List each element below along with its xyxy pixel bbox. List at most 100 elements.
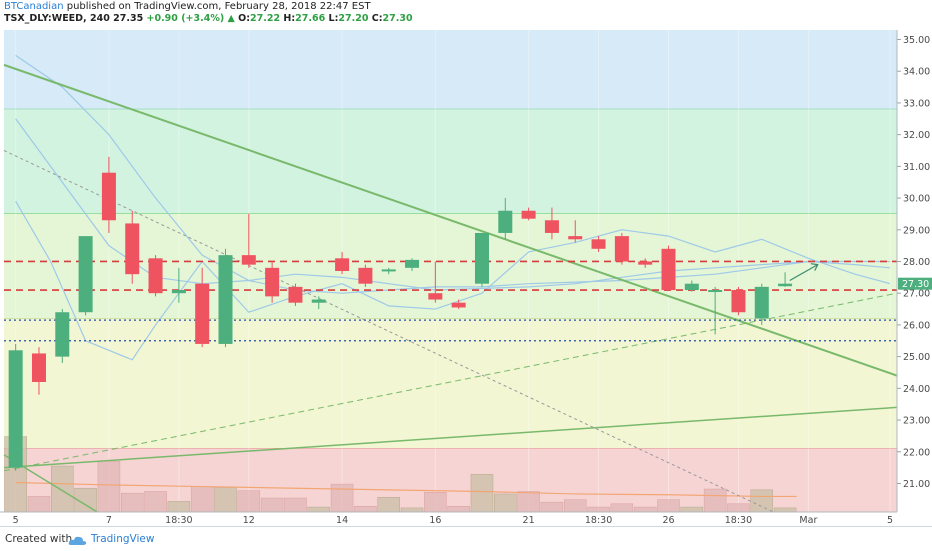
- x-tick-label-11: 5: [887, 515, 893, 526]
- x-tick-label-9: 18:30: [725, 515, 752, 526]
- candle-body-28: [661, 248, 676, 291]
- y-tick-label-6: 27.00: [903, 289, 930, 300]
- volume-bar-4: [97, 460, 121, 513]
- volume-bar-6: [144, 491, 167, 513]
- candle-body-23: [544, 220, 559, 233]
- current-price-label: 27.30: [902, 279, 929, 290]
- y-tick-label-9: 30.00: [903, 194, 930, 205]
- low-label: L:: [328, 13, 339, 24]
- candle-body-25: [591, 239, 606, 249]
- x-tick-label-10: Mar: [799, 515, 817, 526]
- close-value: 27.30: [382, 13, 413, 24]
- volume-bar-33: [773, 507, 797, 513]
- trend-line-1: [3, 406, 898, 469]
- price-chart[interactable]: 21.00 22.00 23.00 24.00 25.00 26.00 27.00 28.00…: [0, 30, 932, 526]
- volume-bar-25: [587, 506, 610, 513]
- x-tick-label-7: 18:30: [585, 515, 612, 526]
- candle-body-19: [451, 302, 466, 308]
- volume-bar-18: [424, 492, 447, 513]
- x-axis-panel: [0, 512, 932, 526]
- moving-average-1: [15, 118, 891, 291]
- candle-body-0: [8, 350, 23, 468]
- candle-body-21: [498, 210, 513, 233]
- candle-body-20: [474, 232, 489, 284]
- candle-body-11: [265, 267, 280, 297]
- volume-bar-12: [284, 497, 307, 513]
- volume-bar-27: [633, 506, 657, 513]
- y-tick-label-3: 24.00: [903, 384, 930, 395]
- volume-bar-28: [657, 499, 680, 513]
- x-tick-label-5: 16: [429, 515, 441, 526]
- volume-bar-8: [190, 486, 214, 513]
- candle-body-29: [684, 283, 699, 291]
- candle-body-33: [778, 283, 793, 287]
- candle-body-9: [218, 255, 233, 344]
- zone-band-1: [4, 109, 897, 214]
- volume-bar-24: [563, 499, 587, 513]
- x-tick-label-4: 14: [336, 515, 348, 526]
- volume-bar-20: [470, 474, 494, 513]
- volume-bar-1: [27, 496, 51, 513]
- high-label: H:: [283, 13, 296, 24]
- author-link[interactable]: BTCanadian: [4, 1, 64, 12]
- close-label: C:: [371, 13, 383, 24]
- moving-average-2: [15, 200, 891, 361]
- high-value: 27.66: [295, 13, 326, 24]
- low-value: 27.20: [338, 13, 369, 24]
- x-tick-label-6: 21: [523, 515, 535, 526]
- footer-bar: Created with TradingView: [0, 526, 932, 551]
- candle-body-17: [405, 259, 420, 268]
- volume-bar-21: [494, 493, 517, 513]
- candle-body-8: [195, 283, 210, 344]
- candle-body-3: [78, 236, 93, 313]
- zone-band-0: [4, 30, 897, 110]
- y-tick-label-0: 21.00: [903, 479, 930, 490]
- candle-body-18: [428, 293, 443, 300]
- x-tick-label-8: 26: [662, 515, 674, 526]
- y-tick-label-11: 32.00: [903, 130, 930, 141]
- volume-bar-17: [400, 507, 424, 513]
- x-tick-label-2: 18:30: [165, 515, 192, 526]
- x-tick-label-3: 12: [243, 515, 255, 526]
- candle-body-5: [125, 223, 140, 275]
- y-tick-label-10: 31.00: [903, 162, 930, 173]
- candle-body-22: [521, 210, 536, 219]
- tradingview-cloud-icon: [68, 532, 88, 545]
- candle-body-27: [638, 261, 653, 265]
- created-with-text: Created with: [5, 533, 73, 545]
- candle-body-12: [288, 286, 303, 303]
- volume-bar-10: [237, 490, 261, 513]
- candle-body-4: [101, 172, 116, 221]
- x-tick-label-0: 5: [13, 515, 19, 526]
- y-tick-label-7: 28.00: [903, 257, 930, 268]
- candle-body-30: [708, 290, 723, 293]
- tradingview-brand-link[interactable]: TradingView: [91, 533, 155, 545]
- up-arrow-icon: ▲: [227, 13, 235, 24]
- last-price: 27.35: [113, 13, 144, 24]
- x-tick-label-1: 7: [106, 515, 112, 526]
- y-tick-label-12: 33.00: [903, 98, 930, 109]
- volume-bar-22: [517, 491, 540, 513]
- symbol-label: TSX_DLY:WEED, 240: [4, 13, 110, 24]
- volume-bar-31: [727, 503, 750, 513]
- volume-bar-13: [307, 506, 331, 513]
- y-tick-label-13: 34.00: [903, 67, 930, 78]
- publish-text: published on TradingView.com, February 2…: [63, 1, 371, 12]
- moving-average-0: [15, 54, 891, 294]
- volume-ma-line: [15, 481, 797, 498]
- y-tick-label-1: 22.00: [903, 447, 930, 458]
- volume-bar-7: [167, 501, 191, 513]
- volume-bar-5: [120, 492, 144, 513]
- open-label: O:: [238, 13, 251, 24]
- y-tick-label-5: 26.00: [903, 320, 930, 331]
- chart-header: BTCanadian published on TradingView.com,…: [0, 0, 932, 30]
- trend-line-0: [3, 63, 898, 377]
- y-axis-panel: [897, 30, 932, 512]
- y-tick-label-4: 25.00: [903, 352, 930, 363]
- candle-body-14: [335, 258, 350, 271]
- volume-bar-32: [750, 489, 774, 513]
- candle-body-6: [148, 258, 163, 294]
- publish-line: BTCanadian published on TradingView.com,…: [4, 1, 371, 13]
- volume-bar-29: [680, 506, 704, 513]
- zone-band-3: [4, 318, 897, 449]
